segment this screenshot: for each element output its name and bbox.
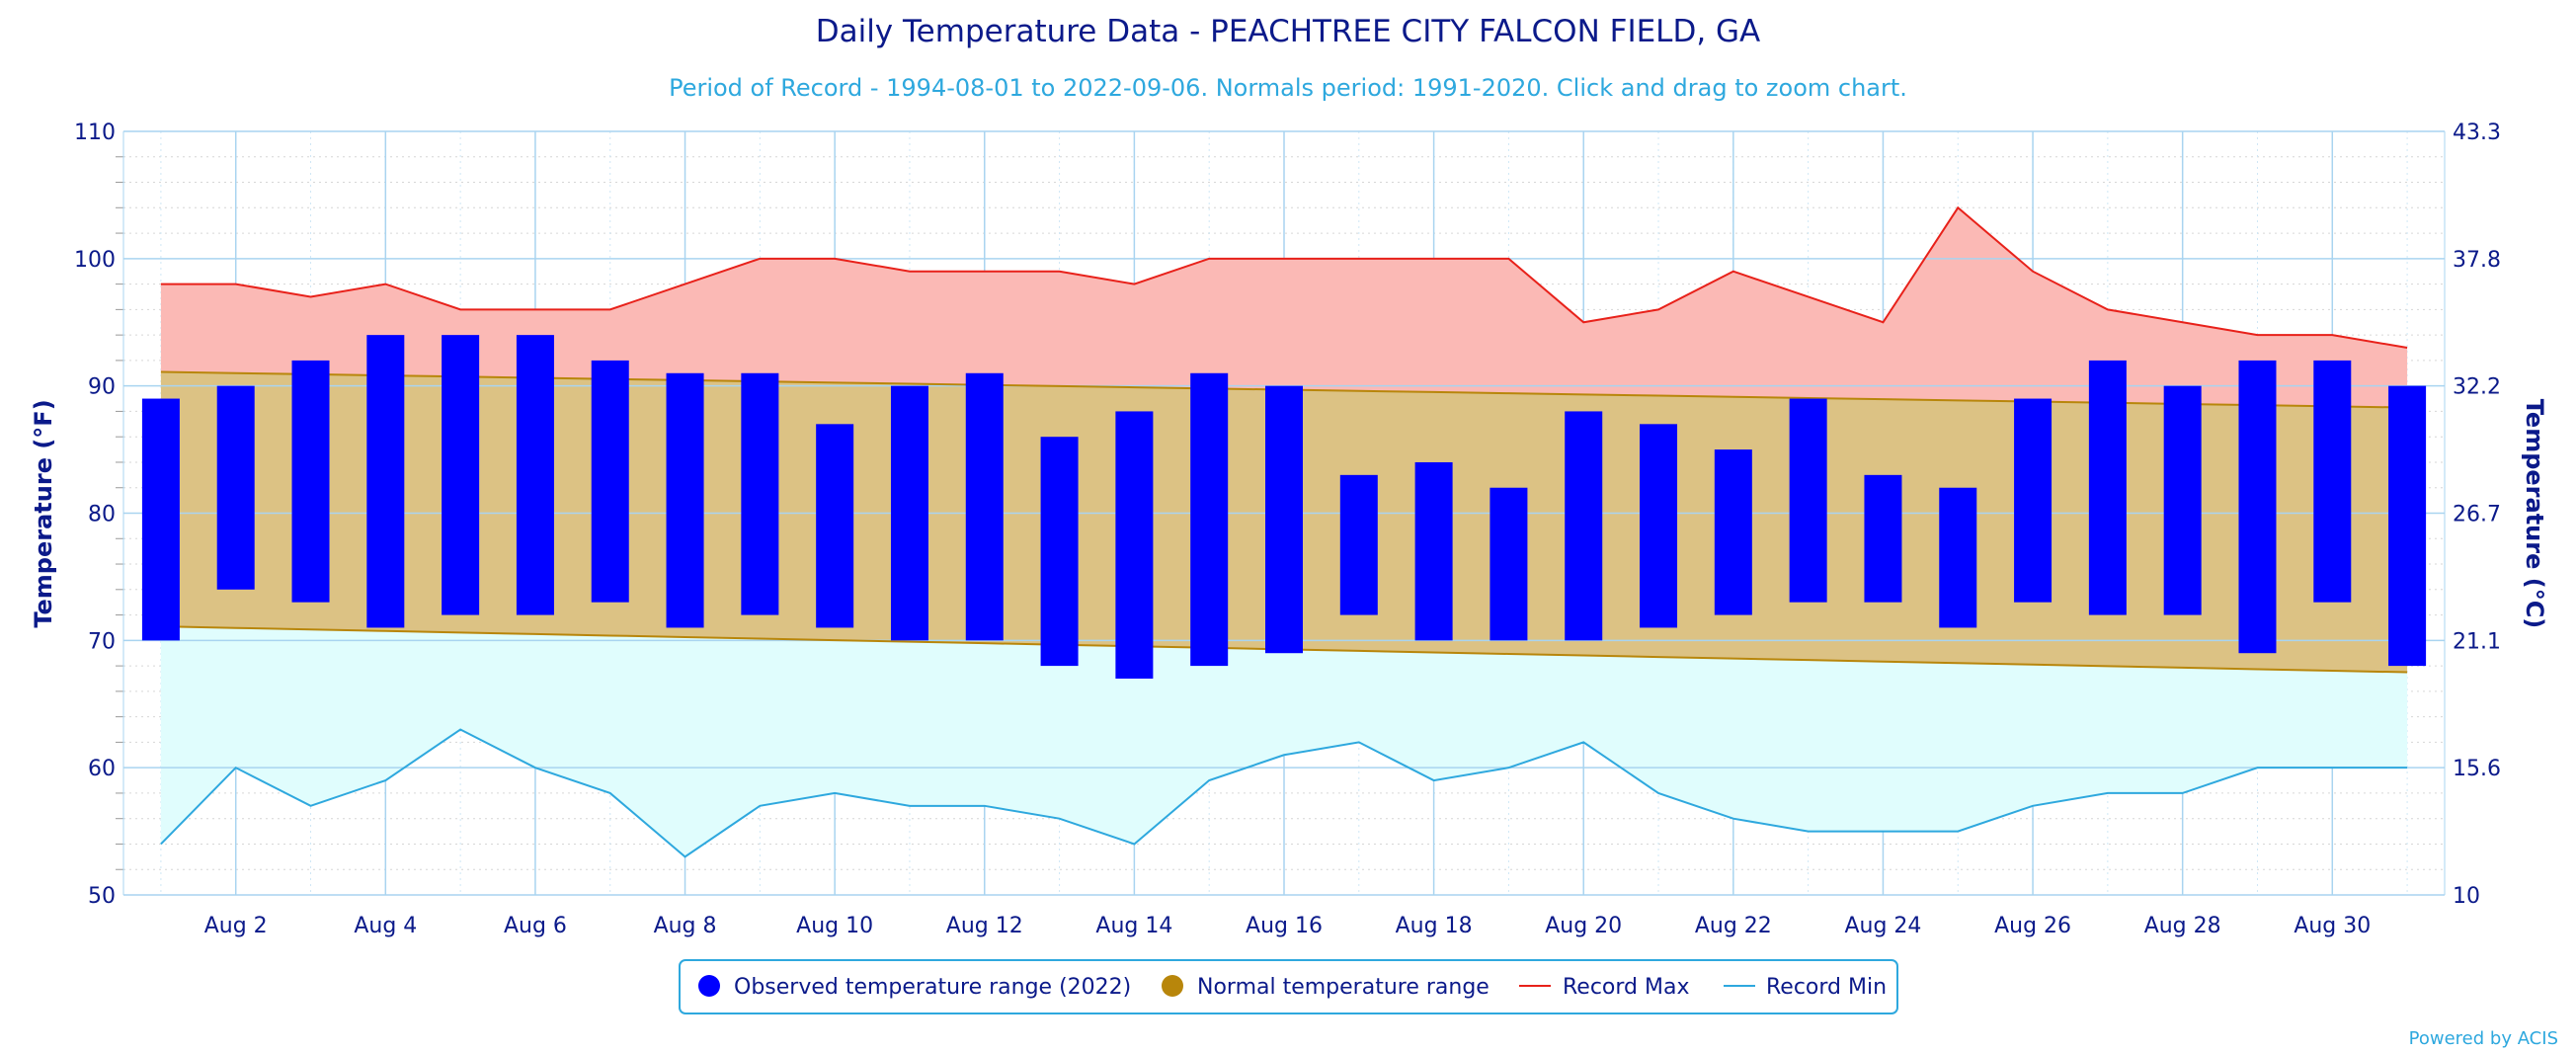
observed-bars: [141, 335, 2427, 679]
observed-bar: [2388, 385, 2427, 667]
observed-bar: [141, 398, 180, 641]
x-tick-label: Aug 16: [1246, 914, 1323, 938]
y-axis-title-right: Temperature (°C): [2521, 399, 2548, 629]
record-min-area: [160, 626, 2408, 857]
observed-bar: [1414, 461, 1453, 641]
x-tick-label: Aug 24: [1844, 914, 1921, 938]
observed-bar: [666, 372, 704, 628]
observed-bar: [216, 385, 255, 590]
y-axis-title-left: Temperature (°F): [30, 399, 57, 627]
x-tick-label: Aug 8: [654, 914, 717, 938]
observed-bar: [1265, 385, 1303, 654]
legend-record-min-label: Record Min: [1766, 975, 1887, 1000]
x-tick-label: Aug 6: [504, 914, 567, 938]
legend-observed-marker: [698, 975, 720, 997]
observed-bar: [1565, 411, 1603, 641]
observed-bar: [2088, 360, 2127, 615]
y-tick-label-left: 50: [88, 884, 116, 909]
observed-bar: [2163, 385, 2202, 615]
legend-normal-label: Normal temperature range: [1197, 975, 1489, 1000]
observed-bar: [1489, 487, 1528, 641]
y-tick-label-right: 26.7: [2453, 503, 2501, 527]
y-tick-label-right: 15.6: [2453, 757, 2501, 781]
chart-subtitle[interactable]: Period of Record - 1994-08-01 to 2022-09…: [669, 74, 1907, 102]
record-max-area: [160, 207, 2408, 408]
observed-bar: [1864, 474, 1902, 603]
observed-bar: [1789, 398, 1827, 603]
observed-bar: [1115, 411, 1154, 679]
observed-bar: [890, 385, 928, 641]
chart-title: Daily Temperature Data - PEACHTREE CITY …: [816, 14, 1761, 49]
record-min-line: [160, 728, 2408, 858]
observed-bar: [516, 335, 554, 615]
x-tick-label: Aug 14: [1095, 914, 1172, 938]
credit-link[interactable]: Powered by ACIS: [2409, 1028, 2558, 1049]
legend-item-record-min[interactable]: Record Min: [1724, 975, 1887, 1000]
y-tick-label-right: 32.2: [2453, 375, 2501, 400]
legend-record-max-label: Record Max: [1563, 975, 1690, 1000]
y-tick-label-left: 110: [74, 121, 116, 145]
observed-bar: [2238, 360, 2277, 654]
y-tick-label-left: 70: [88, 629, 116, 654]
x-tick-label: Aug 4: [354, 914, 417, 938]
x-tick-label: Aug 10: [796, 914, 873, 938]
legend: Observed temperature range (2022) Normal…: [679, 959, 1898, 1014]
y-tick-label-right: 10: [2453, 884, 2480, 909]
legend-item-normal[interactable]: Normal temperature range: [1162, 975, 1489, 1000]
observed-bar: [2014, 398, 2053, 603]
observed-bar: [1640, 424, 1678, 628]
observed-bar: [1040, 437, 1079, 667]
observed-bar: [291, 360, 330, 603]
x-tick-label: Aug 28: [2144, 914, 2221, 938]
observed-bar: [1190, 372, 1229, 667]
record-max-line: [160, 205, 2408, 350]
observed-bar: [1339, 474, 1378, 615]
observed-bar: [965, 372, 1004, 641]
x-tick-label: Aug 22: [1695, 914, 1772, 938]
y-tick-label-left: 100: [74, 248, 116, 273]
y-tick-label-left: 90: [88, 375, 116, 400]
observed-bar: [1939, 487, 1977, 628]
legend-observed-label: Observed temperature range (2022): [734, 975, 1131, 1000]
observed-bar: [366, 335, 405, 628]
y-tick-label-right: 43.3: [2453, 121, 2501, 145]
legend-normal-marker: [1162, 975, 1183, 997]
x-tick-label: Aug 30: [2294, 914, 2371, 938]
y-tick-label-left: 80: [88, 503, 116, 527]
observed-bar: [741, 372, 779, 615]
observed-bar: [1714, 449, 1752, 615]
x-tick-label: Aug 12: [946, 914, 1023, 938]
legend-item-record-max[interactable]: Record Max: [1519, 975, 1690, 1000]
legend-item-observed[interactable]: Observed temperature range (2022): [698, 975, 1131, 1000]
y-tick-label-right: 21.1: [2453, 629, 2501, 654]
observed-bar: [2313, 360, 2352, 603]
x-tick-label: Aug 26: [1994, 914, 2071, 938]
axes: 50 10 60 15.6 70 21.1 80 26.7 90 32.2 100 37.8 110 43…: [74, 121, 2501, 938]
y-tick-label-left: 60: [88, 757, 116, 781]
x-tick-label: Aug 18: [1396, 914, 1473, 938]
observed-bar: [442, 335, 480, 615]
x-tick-label: Aug 2: [204, 914, 268, 938]
x-tick-label: Aug 20: [1545, 914, 1622, 938]
observed-bar: [591, 360, 629, 603]
observed-bar: [816, 424, 854, 628]
y-tick-label-right: 37.8: [2453, 248, 2501, 273]
legend-box: [679, 959, 1898, 1014]
